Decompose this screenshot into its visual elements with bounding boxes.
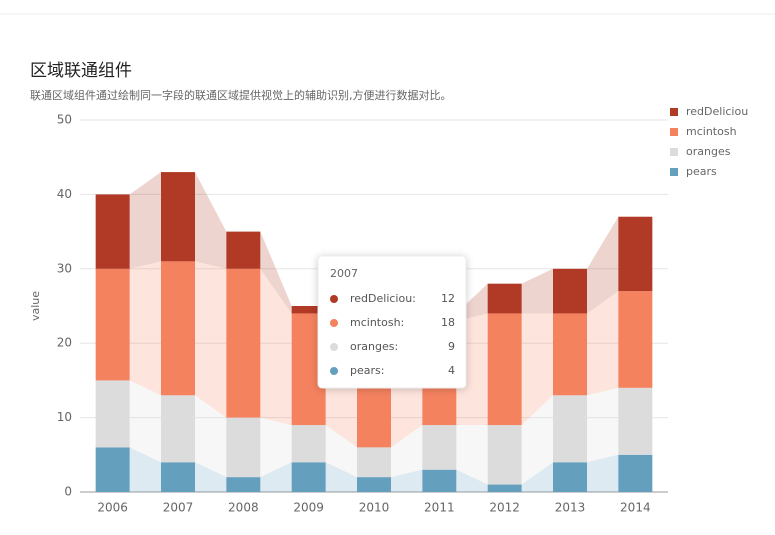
bar xyxy=(226,268,261,418)
connector-area xyxy=(325,425,357,478)
connector-area xyxy=(391,469,423,492)
connector-area xyxy=(260,231,292,314)
x-tick-label: 2011 xyxy=(424,501,455,515)
legend-swatch xyxy=(670,168,678,176)
connector-area xyxy=(129,172,161,269)
tooltip-value: 4 xyxy=(448,364,455,377)
bar xyxy=(291,462,326,492)
bar xyxy=(95,268,130,381)
bar xyxy=(487,313,522,426)
connector-area xyxy=(587,291,619,396)
x-tick-label: 2013 xyxy=(555,501,586,515)
connector-area xyxy=(129,380,161,463)
connector-area xyxy=(391,425,423,478)
x-tick-label: 2009 xyxy=(293,501,324,515)
x-tick-label: 2014 xyxy=(620,501,651,515)
tooltip-title: 2007 xyxy=(330,267,358,280)
bar xyxy=(422,425,457,470)
bar xyxy=(357,477,391,492)
tooltip-dot xyxy=(330,343,338,351)
chart-subtitle: 联通区域组件通过绘制同一字段的联通区域提供视觉上的辅助识别,方便进行数据对比。 xyxy=(30,88,452,102)
tooltip-label: redDeliciou: xyxy=(350,292,416,305)
bar xyxy=(553,313,587,396)
bar xyxy=(487,484,522,492)
bar xyxy=(161,462,195,492)
bar xyxy=(226,477,261,492)
bar xyxy=(291,306,326,314)
bar xyxy=(95,194,130,269)
connector-area xyxy=(521,313,553,426)
bar xyxy=(553,462,587,492)
connector-area xyxy=(587,387,619,463)
connector-area xyxy=(456,469,488,492)
y-tick-label: 10 xyxy=(57,410,72,424)
connector-area xyxy=(195,462,227,492)
y-tick-label: 50 xyxy=(57,113,72,127)
legend-label: pears xyxy=(686,165,717,178)
bar xyxy=(226,231,261,269)
x-tick-label: 2012 xyxy=(489,501,520,515)
tooltip-dot xyxy=(330,319,338,327)
x-tick-label: 2007 xyxy=(163,501,194,515)
connector-area xyxy=(195,395,227,478)
bar xyxy=(161,172,195,262)
connector-area xyxy=(260,268,292,426)
bar xyxy=(618,216,653,292)
bar xyxy=(161,261,195,396)
tooltip-label: oranges: xyxy=(350,340,398,353)
tooltip-value: 12 xyxy=(441,292,455,305)
bar xyxy=(553,395,587,463)
connector-area xyxy=(587,454,619,492)
legend-label: redDeliciou xyxy=(686,105,748,118)
connector-area xyxy=(521,268,553,314)
bar xyxy=(487,425,522,485)
y-tick-label: 40 xyxy=(57,187,72,201)
legend-swatch xyxy=(670,108,678,116)
tooltip-value: 18 xyxy=(441,316,455,329)
bar xyxy=(618,454,653,492)
bar xyxy=(618,291,653,388)
connector-area xyxy=(456,425,488,485)
y-tick-label: 0 xyxy=(64,485,72,499)
legend-swatch xyxy=(670,128,678,136)
x-tick-label: 2008 xyxy=(228,501,259,515)
chart-title: 区域联通组件 xyxy=(30,61,132,81)
legend-label: oranges xyxy=(686,145,731,158)
connector-area xyxy=(129,447,161,492)
connector-area xyxy=(129,261,161,396)
connector-area xyxy=(325,462,357,492)
connector-area xyxy=(195,261,227,418)
bar xyxy=(226,417,261,478)
y-tick-label: 30 xyxy=(57,261,72,275)
tooltip: 2007 redDeliciou: 12 mcintosh: 18 oranges: 9 pe… xyxy=(317,255,467,389)
bar xyxy=(618,387,653,455)
bar xyxy=(291,425,326,463)
tooltip-label: mcintosh: xyxy=(350,316,404,329)
bar xyxy=(95,380,130,448)
bar xyxy=(161,395,195,463)
connector-area xyxy=(195,172,227,269)
tooltip-box xyxy=(317,255,467,389)
x-tick-label: 2010 xyxy=(359,501,390,515)
legend-label: mcintosh xyxy=(686,125,737,138)
bar xyxy=(95,447,130,492)
bar xyxy=(553,268,587,314)
bar xyxy=(422,469,457,492)
bar xyxy=(487,283,522,314)
connector-area xyxy=(521,462,553,492)
tooltip-value: 9 xyxy=(448,340,455,353)
tooltip-dot xyxy=(330,295,338,303)
x-tick-label: 2006 xyxy=(97,501,128,515)
connector-area xyxy=(521,395,553,485)
connector-area xyxy=(587,216,619,314)
connector-area xyxy=(260,462,292,492)
tooltip-label: pears: xyxy=(350,364,384,377)
y-tick-label: 20 xyxy=(57,336,72,350)
tooltip-dot xyxy=(330,367,338,375)
bar xyxy=(357,447,391,478)
connector-area xyxy=(260,417,292,478)
legend-swatch xyxy=(670,148,678,156)
y-axis-label: value xyxy=(29,291,42,321)
